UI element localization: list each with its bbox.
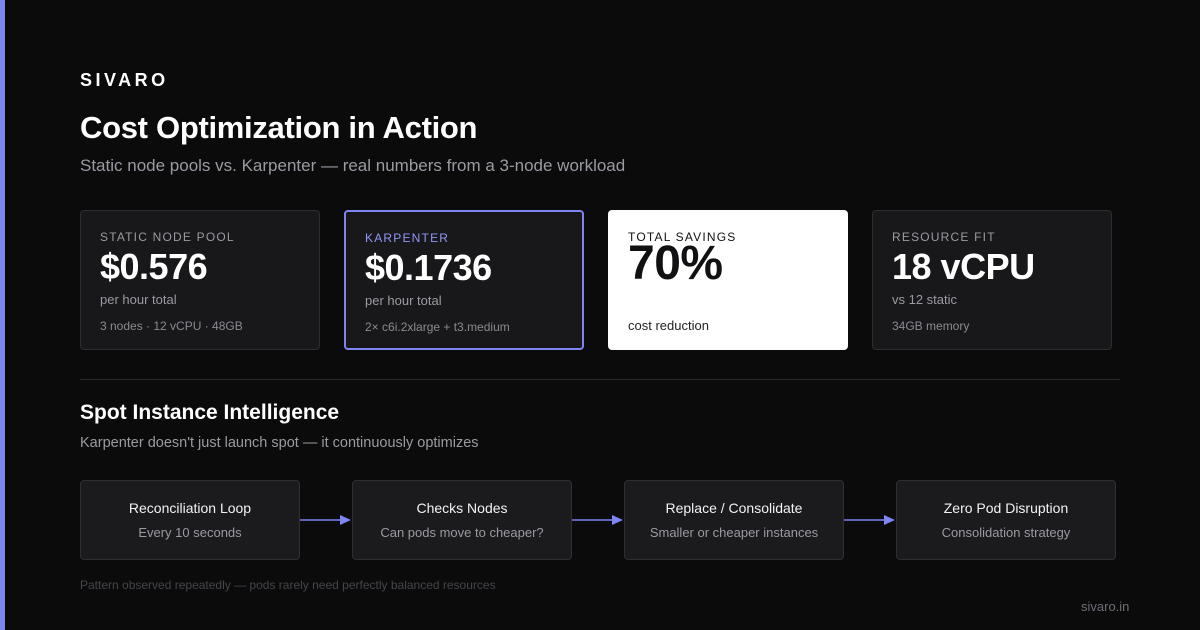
arrow-right-icon <box>300 515 351 525</box>
card-total-savings: TOTAL SAVINGS 70% cost reduction <box>608 210 848 350</box>
card-value: 18 vCPU <box>892 246 1035 287</box>
section-subtitle: Karpenter doesn't just launch spot — it … <box>80 435 479 451</box>
step-name: Zero Pod Disruption <box>943 500 1069 516</box>
card-value: 70% <box>628 237 723 290</box>
step-desc: Every 10 seconds <box>138 525 242 540</box>
section-title: Spot Instance Intelligence <box>80 401 340 424</box>
step-desc: Can pods move to cheaper? <box>380 525 544 540</box>
divider <box>80 379 1120 380</box>
arrow-right-icon <box>572 515 623 525</box>
footnote: Pattern observed repeatedly — pods rarel… <box>80 578 496 592</box>
card-karpenter: KARPENTER $0.1736 per hour total 2× c6i.… <box>344 210 584 350</box>
card-detail: cost reduction <box>628 318 709 333</box>
card-unit: per hour total <box>365 293 442 308</box>
card-label: RESOURCE FIT <box>892 230 996 244</box>
card-unit: per hour total <box>100 292 177 307</box>
step-desc: Consolidation strategy <box>941 525 1071 540</box>
card-unit: vs 12 static <box>892 292 958 307</box>
page-subtitle: Static node pools vs. Karpenter — real n… <box>80 156 626 175</box>
card-label: TOTAL SAVINGS <box>628 230 737 244</box>
page-title: Cost Optimization in Action <box>80 110 478 145</box>
step-name: Reconciliation Loop <box>128 500 252 516</box>
step-name: Replace / Consolidate <box>665 500 803 516</box>
card-resource-fit: RESOURCE FIT 18 vCPU vs 12 static 34GB m… <box>872 210 1112 350</box>
metric-cards: STATIC NODE POOL $0.576 per hour total 3… <box>80 210 1112 350</box>
arrow-right-icon <box>844 515 895 525</box>
card-label: STATIC NODE POOL <box>100 230 235 244</box>
site-url: sivaro.in <box>1081 599 1130 614</box>
card-label: KARPENTER <box>365 231 450 245</box>
flow-step-reconciliation: Reconciliation Loop Every 10 seconds <box>80 480 300 560</box>
accent-bar <box>0 0 5 630</box>
brand-logo: SIVARO <box>80 70 169 90</box>
process-flow: Reconciliation Loop Every 10 seconds Che… <box>80 480 1120 560</box>
card-detail: 2× c6i.2xlarge + t3.medium <box>365 320 510 334</box>
card-detail: 3 nodes · 12 vCPU · 48GB <box>100 319 243 333</box>
card-detail: 34GB memory <box>892 319 970 333</box>
flow-step-zero-disruption: Zero Pod Disruption Consolidation strate… <box>896 480 1116 560</box>
step-desc: Smaller or cheaper instances <box>649 525 819 540</box>
flow-step-checks-nodes: Checks Nodes Can pods move to cheaper? <box>352 480 572 560</box>
flow-step-replace-consolidate: Replace / Consolidate Smaller or cheaper… <box>624 480 844 560</box>
card-value: $0.576 <box>100 246 208 287</box>
card-value: $0.1736 <box>365 247 492 288</box>
step-name: Checks Nodes <box>416 500 508 516</box>
card-static-node-pool: STATIC NODE POOL $0.576 per hour total 3… <box>80 210 320 350</box>
